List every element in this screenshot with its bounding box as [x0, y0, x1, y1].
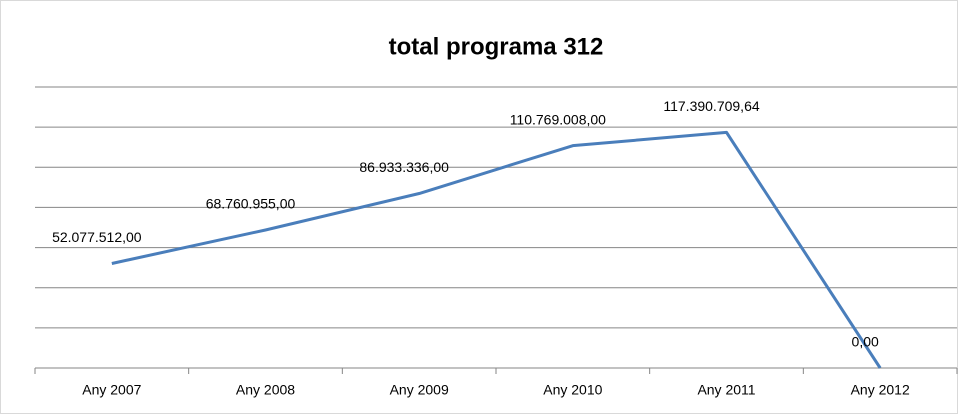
line-series: [111, 130, 882, 369]
x-tick-label: Any 2009: [390, 382, 449, 398]
data-label: 86.933.336,00: [359, 159, 449, 175]
data-label: 52.077.512,00: [52, 229, 142, 245]
data-label: 68.760.955,00: [206, 196, 296, 212]
x-tick-label: Any 2012: [851, 382, 910, 398]
x-tick-label: Any 2007: [82, 382, 141, 398]
x-tick-label: Any 2008: [236, 382, 295, 398]
chart-title: total programa 312: [389, 33, 604, 60]
x-tick-label: Any 2011: [697, 382, 755, 398]
data-label: 110.769.008,00: [510, 111, 606, 127]
data-label: 117.390.709,64: [663, 98, 759, 114]
data-label: 0,00: [852, 334, 879, 350]
x-tick-label: Any 2010: [543, 382, 602, 398]
